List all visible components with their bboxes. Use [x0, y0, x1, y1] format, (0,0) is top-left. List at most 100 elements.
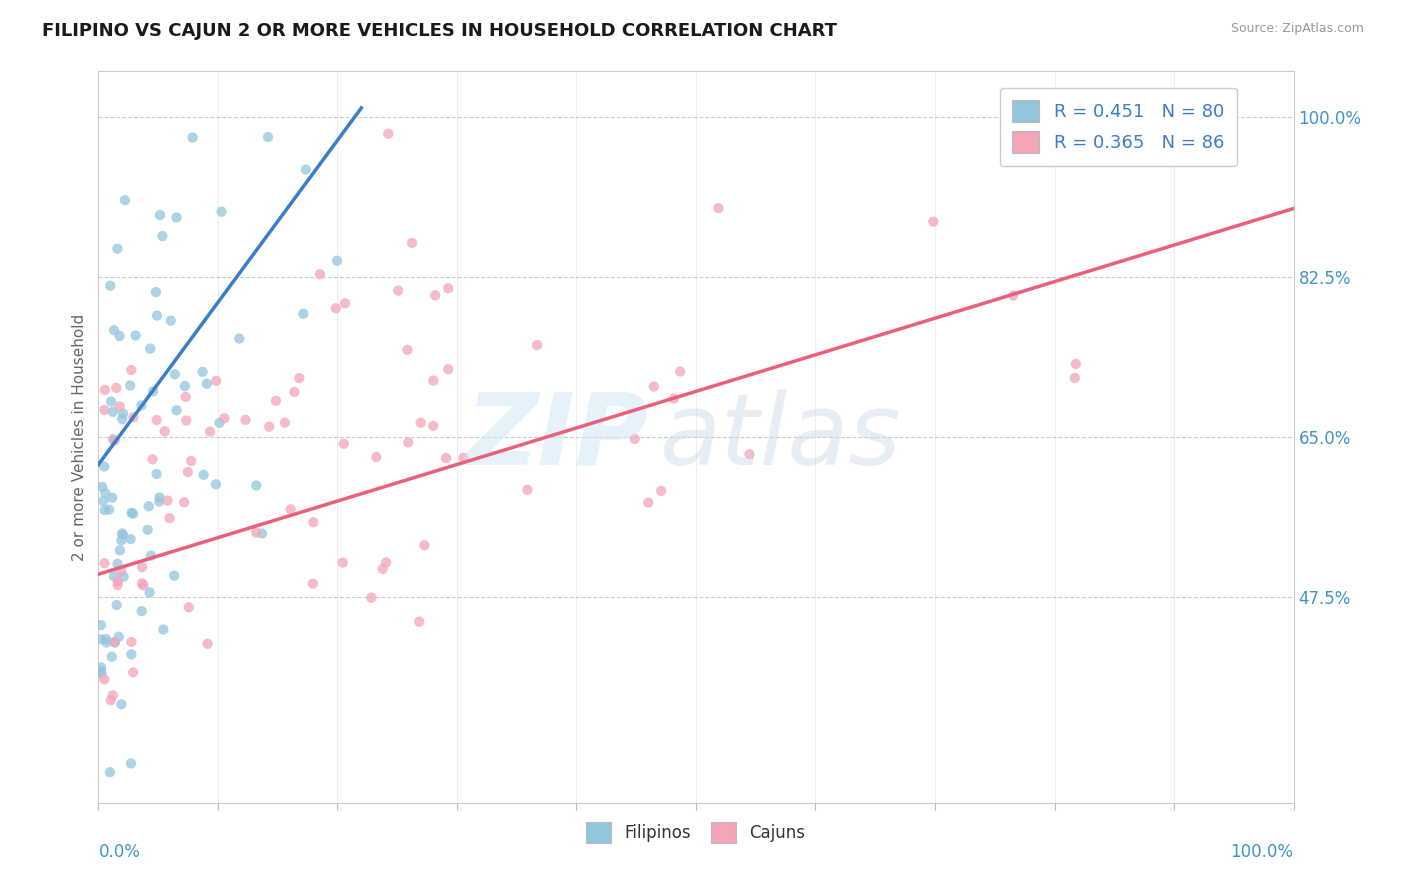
Point	[434, 450, 457, 465]
Point	[166, 211, 188, 225]
Point	[131, 604, 153, 618]
Text: Source: ZipAtlas.com: Source: ZipAtlas.com	[1230, 22, 1364, 36]
Point	[101, 491, 124, 505]
Point	[280, 502, 302, 516]
Point	[111, 528, 134, 542]
Point	[325, 301, 347, 316]
Point	[145, 285, 167, 299]
Point	[103, 569, 125, 583]
Point	[257, 419, 280, 434]
Point	[139, 549, 162, 563]
Point	[326, 253, 349, 268]
Point	[650, 483, 672, 498]
Text: 0.0%: 0.0%	[98, 843, 141, 861]
Point	[1107, 145, 1129, 159]
Point	[274, 416, 297, 430]
Point	[152, 623, 174, 637]
Point	[1063, 371, 1085, 385]
Point	[294, 162, 316, 177]
Point	[139, 342, 162, 356]
Point	[111, 526, 134, 541]
Point	[283, 384, 305, 399]
Point	[1064, 357, 1087, 371]
Point	[197, 637, 219, 651]
Point	[375, 556, 398, 570]
Point	[159, 511, 181, 525]
Point	[142, 384, 165, 399]
Point	[121, 506, 143, 520]
Point	[110, 533, 132, 548]
Point	[409, 416, 432, 430]
Point	[245, 478, 267, 492]
Point	[637, 495, 659, 509]
Point	[526, 338, 548, 352]
Point	[332, 556, 354, 570]
Point	[94, 383, 117, 397]
Text: FILIPINO VS CAJUN 2 OR MORE VEHICLES IN HOUSEHOLD CORRELATION CHART: FILIPINO VS CAJUN 2 OR MORE VEHICLES IN …	[42, 22, 837, 40]
Point	[145, 467, 167, 481]
Point	[136, 523, 159, 537]
Point	[191, 365, 214, 379]
Point	[138, 500, 160, 514]
Point	[425, 288, 447, 302]
Point	[1002, 288, 1025, 302]
Point	[108, 543, 131, 558]
Point	[148, 491, 170, 505]
Point	[360, 591, 382, 605]
Point	[437, 281, 460, 295]
Point	[105, 381, 128, 395]
Point	[104, 635, 127, 649]
Point	[250, 526, 273, 541]
Point	[228, 332, 250, 346]
Point	[141, 452, 163, 467]
Point	[437, 362, 460, 376]
Point	[922, 214, 945, 228]
Legend: Filipinos, Cajuns: Filipinos, Cajuns	[579, 815, 813, 849]
Point	[90, 666, 112, 681]
Point	[107, 557, 129, 571]
Y-axis label: 2 or more Vehicles in Household: 2 or more Vehicles in Household	[72, 313, 87, 561]
Point	[138, 585, 160, 599]
Point	[205, 477, 228, 491]
Point	[623, 432, 645, 446]
Point	[174, 413, 197, 427]
Point	[105, 598, 128, 612]
Point	[101, 432, 124, 446]
Point	[93, 459, 115, 474]
Point	[108, 400, 131, 414]
Point	[396, 343, 419, 357]
Point	[387, 284, 409, 298]
Point	[107, 578, 129, 592]
Text: 100.0%: 100.0%	[1230, 843, 1294, 861]
Point	[146, 309, 169, 323]
Point	[91, 494, 114, 508]
Point	[101, 689, 124, 703]
Point	[96, 632, 118, 646]
Point	[166, 403, 188, 417]
Point	[145, 413, 167, 427]
Point	[124, 328, 146, 343]
Point	[177, 465, 200, 479]
Point	[100, 394, 122, 409]
Point	[108, 329, 131, 343]
Point	[90, 660, 112, 674]
Point	[104, 635, 127, 649]
Point	[181, 130, 204, 145]
Point	[98, 502, 121, 516]
Point	[120, 635, 142, 649]
Point	[148, 494, 170, 508]
Point	[235, 413, 257, 427]
Point	[422, 374, 444, 388]
Point	[177, 600, 200, 615]
Point	[149, 208, 172, 222]
Point	[174, 390, 197, 404]
Point	[366, 450, 388, 464]
Point	[112, 569, 135, 583]
Point	[211, 204, 233, 219]
Point	[100, 649, 122, 664]
Point	[98, 765, 121, 780]
Point	[214, 411, 236, 425]
Point	[401, 235, 423, 250]
Point	[131, 398, 153, 412]
Point	[309, 267, 332, 281]
